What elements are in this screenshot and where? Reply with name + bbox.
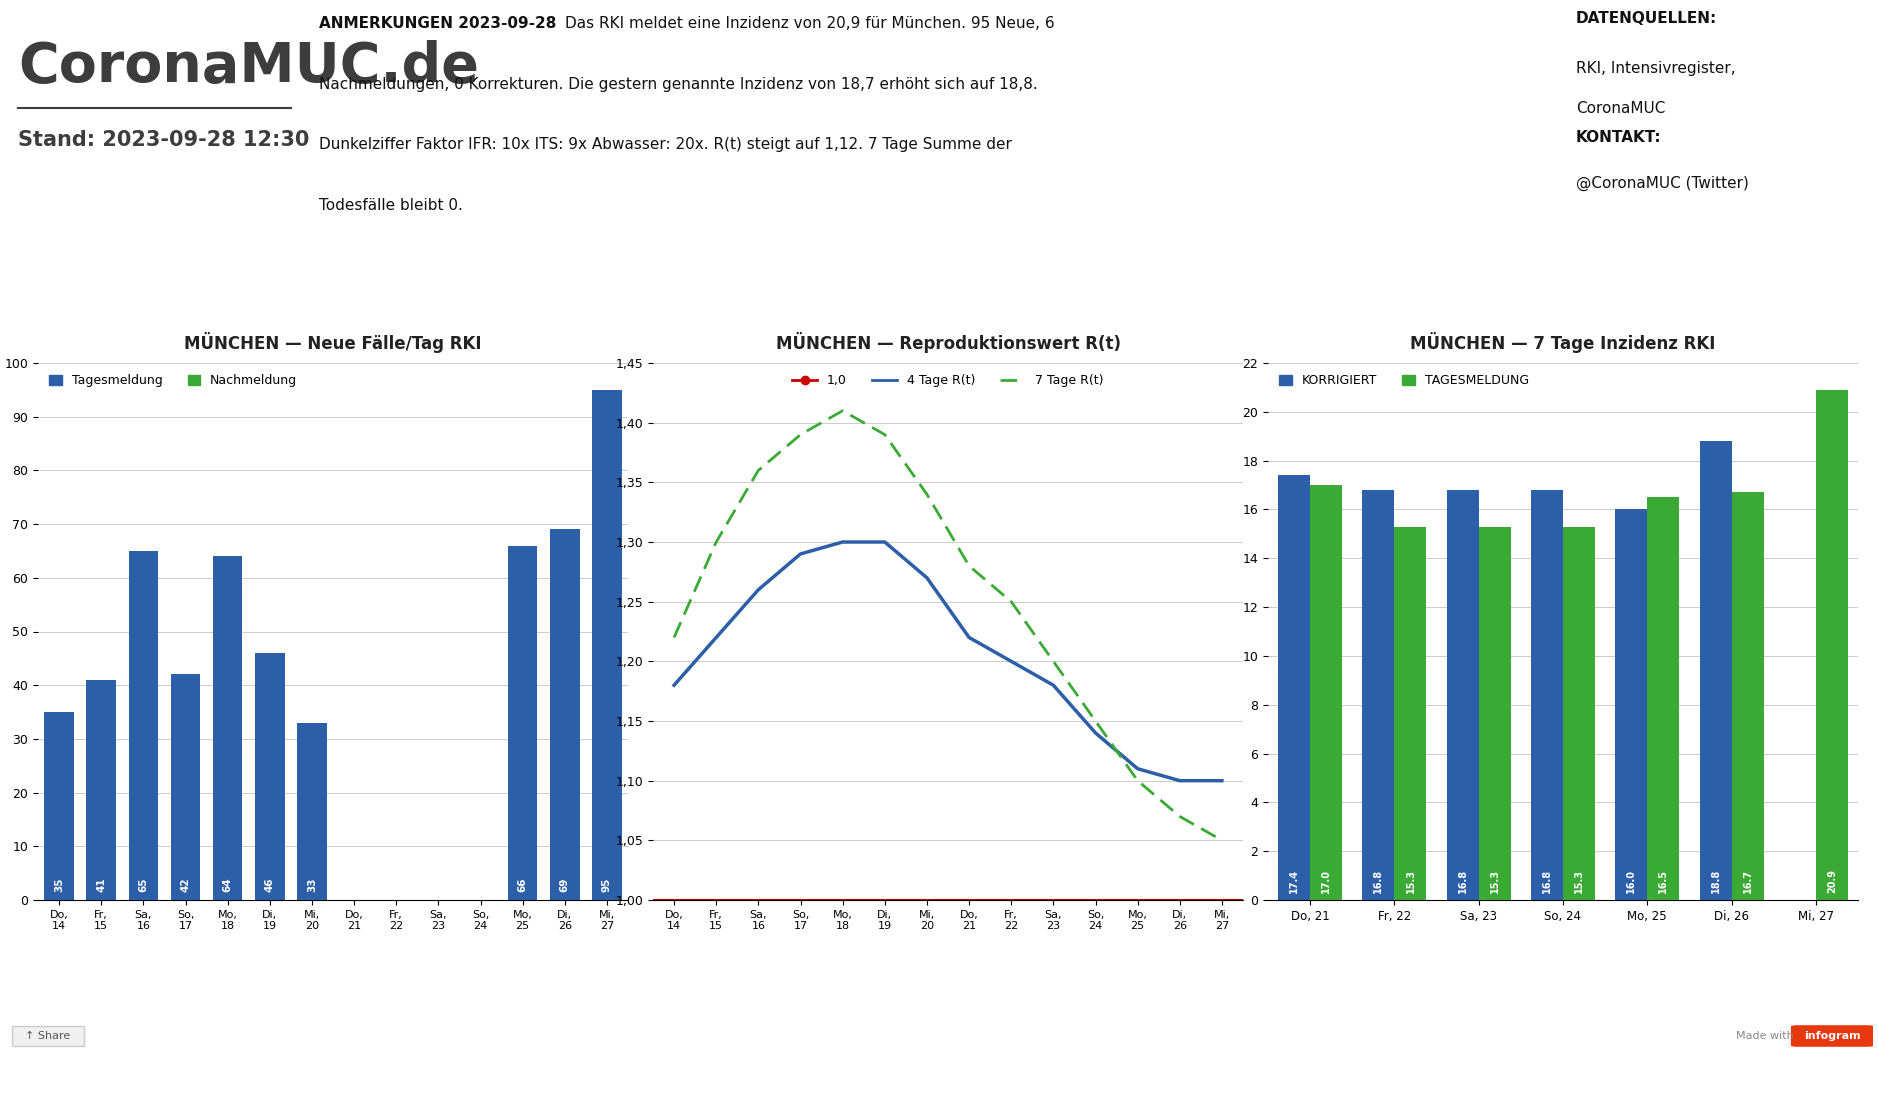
Bar (1732, 493, 1763, 900)
Bar (1816, 390, 1848, 900)
Text: INZIDENZ RKI: INZIDENZ RKI (1673, 229, 1769, 241)
Text: 64: 64 (223, 877, 233, 892)
Text: Gesamt: 723.024: Gesamt: 723.024 (105, 311, 208, 325)
Text: 17.4: 17.4 (1288, 868, 1300, 893)
Text: +/-0: +/-0 (804, 261, 900, 302)
Bar (1531, 490, 1562, 900)
Bar (1562, 527, 1594, 900)
Text: ANMERKUNGEN 2023-09-28: ANMERKUNGEN 2023-09-28 (319, 16, 562, 31)
Text: KONTAKT:: KONTAKT: (1576, 130, 1662, 146)
Text: TODESFÄLLE: TODESFÄLLE (424, 229, 515, 241)
Text: infogram: infogram (1805, 1031, 1861, 1041)
Text: Gesamt: 2.655: Gesamt: 2.655 (426, 311, 513, 325)
Bar (171, 675, 201, 900)
Text: Dunkelziffer Faktor IFR: 10x ITS: 9x Abwasser: 20x. R(t) steigt auf 1,12. 7 Tage: Dunkelziffer Faktor IFR: 10x ITS: 9x Abw… (319, 137, 1012, 152)
Text: Stand: 2023-09-28 12:30: Stand: 2023-09-28 12:30 (19, 130, 310, 150)
Text: DATENQUELLEN:: DATENQUELLEN: (1576, 11, 1716, 27)
Title: MÜNCHEN — Neue Fälle/Tag RKI: MÜNCHEN — Neue Fälle/Tag RKI (184, 332, 483, 354)
Bar (1647, 497, 1679, 900)
Text: RKI, Intensivregister,: RKI, Intensivregister, (1576, 61, 1735, 76)
Text: ↑ Share: ↑ Share (26, 1031, 71, 1041)
Text: 33: 33 (306, 877, 317, 892)
Text: Made with: Made with (1735, 1031, 1793, 1041)
Text: 16.8: 16.8 (1542, 868, 1551, 893)
Text: CoronaMUC.de: CoronaMUC.de (19, 40, 479, 95)
Text: Das RKI meldet eine Inzidenz von 20,9 für München. 95 Neue, 6: Das RKI meldet eine Inzidenz von 20,9 fü… (565, 16, 1054, 31)
Text: Todesfälle bleibt 0.: Todesfälle bleibt 0. (319, 198, 462, 214)
Text: REPRODUKTIONSWERT: REPRODUKTIONSWERT (1328, 229, 1489, 241)
Bar (1395, 527, 1427, 900)
Text: Di–Sa.*: Di–Sa.* (1700, 311, 1743, 325)
Text: INTENSIVBETTENBELEGUNG: INTENSIVBETTENBELEGUNG (685, 229, 881, 241)
Bar (86, 679, 116, 900)
Title: MÜNCHEN — Reproduktionswert R(t): MÜNCHEN — Reproduktionswert R(t) (776, 332, 1121, 354)
Text: 41: 41 (96, 877, 107, 892)
Text: @CoronaMUC (Twitter): @CoronaMUC (Twitter) (1576, 176, 1748, 190)
Bar (297, 723, 327, 900)
Text: 18.8: 18.8 (1711, 868, 1720, 893)
Text: 95: 95 (603, 877, 612, 892)
Bar (128, 550, 158, 900)
Legend: Tagesmeldung, Nachmeldung: Tagesmeldung, Nachmeldung (45, 369, 302, 393)
Bar (1700, 441, 1732, 900)
Text: Di–Sa.*: Di–Sa.* (449, 336, 490, 348)
Text: 15.3: 15.3 (1405, 868, 1416, 893)
Text: 42: 42 (180, 877, 190, 892)
Text: Täglich: Täglich (1074, 336, 1116, 348)
Bar (45, 712, 73, 900)
Text: 66: 66 (518, 877, 528, 892)
Text: 15.3: 15.3 (1489, 868, 1501, 893)
Text: 69: 69 (560, 877, 569, 892)
Text: Nachmeldungen, 0 Korrekturen. Die gestern genannte Inzidenz von 18,7 erhöht sich: Nachmeldungen, 0 Korrekturen. Die gester… (319, 77, 1039, 91)
Bar (1478, 527, 1510, 900)
FancyBboxPatch shape (1792, 1025, 1874, 1046)
Legend: 1,0, 4 Tage R(t), 7 Tage R(t): 1,0, 4 Tage R(t), 7 Tage R(t) (787, 369, 1108, 393)
Text: VERÄNDERUNG: VERÄNDERUNG (806, 311, 896, 325)
Text: 35: 35 (54, 877, 64, 892)
Text: 16.5: 16.5 (1658, 868, 1668, 893)
Bar (1446, 490, 1478, 900)
Text: DUNKELZIFFER FAKTOR: DUNKELZIFFER FAKTOR (1012, 229, 1178, 241)
Bar (1362, 490, 1395, 900)
Text: 7: 7 (699, 261, 729, 302)
Text: IFR/ITS/Abwasser basiert: IFR/ITS/Abwasser basiert (1022, 311, 1168, 325)
Bar (1615, 509, 1647, 900)
Text: Täglich: Täglich (762, 336, 804, 348)
Text: * RKI Zahlen zu Inzidenz, Fallzahlen, Nachmeldungen und Todesfällen: Dienstag bi: * RKI Zahlen zu Inzidenz, Fallzahlen, Na… (398, 1074, 1480, 1092)
Bar (212, 556, 242, 900)
Bar (507, 546, 537, 900)
Bar (592, 390, 622, 900)
Text: 46: 46 (265, 877, 274, 892)
Text: 16.0: 16.0 (1626, 868, 1636, 893)
Text: 16.7: 16.7 (1743, 868, 1752, 893)
Text: 20,8: 20,8 (1670, 261, 1773, 302)
Text: 17.0: 17.0 (1320, 868, 1332, 893)
Text: CoronaMUC: CoronaMUC (1576, 101, 1666, 117)
Legend: KORRIGIERT, TAGESMELDUNG: KORRIGIERT, TAGESMELDUNG (1275, 369, 1534, 393)
Text: 65: 65 (139, 877, 148, 892)
Text: Täglich: Täglich (1388, 336, 1429, 348)
Title: MÜNCHEN — 7 Tage Inzidenz RKI: MÜNCHEN — 7 Tage Inzidenz RKI (1410, 332, 1716, 354)
Text: 10/9/20: 10/9/20 (1008, 261, 1183, 302)
Text: 15.3: 15.3 (1574, 868, 1583, 893)
Text: Di–Sa.*: Di–Sa.* (135, 336, 178, 348)
Text: BESTÄTIGTE FÄLLE: BESTÄTIGTE FÄLLE (92, 229, 222, 241)
Text: Quelle: CoronaMUC: Quelle: CoronaMUC (1350, 311, 1467, 325)
Bar (1279, 475, 1311, 900)
Bar (550, 529, 580, 900)
Text: 20.9: 20.9 (1827, 868, 1837, 893)
Text: 1,12 ▲: 1,12 ▲ (1333, 261, 1484, 302)
Text: MÜNCHEN: MÜNCHEN (684, 311, 744, 325)
Text: 16.8: 16.8 (1373, 868, 1384, 893)
Text: +101: +101 (96, 261, 218, 302)
Bar (11, 1026, 85, 1045)
Text: 16.8: 16.8 (1457, 868, 1469, 893)
Text: +0: +0 (438, 261, 501, 302)
Bar (255, 653, 285, 900)
Bar (1311, 485, 1343, 900)
